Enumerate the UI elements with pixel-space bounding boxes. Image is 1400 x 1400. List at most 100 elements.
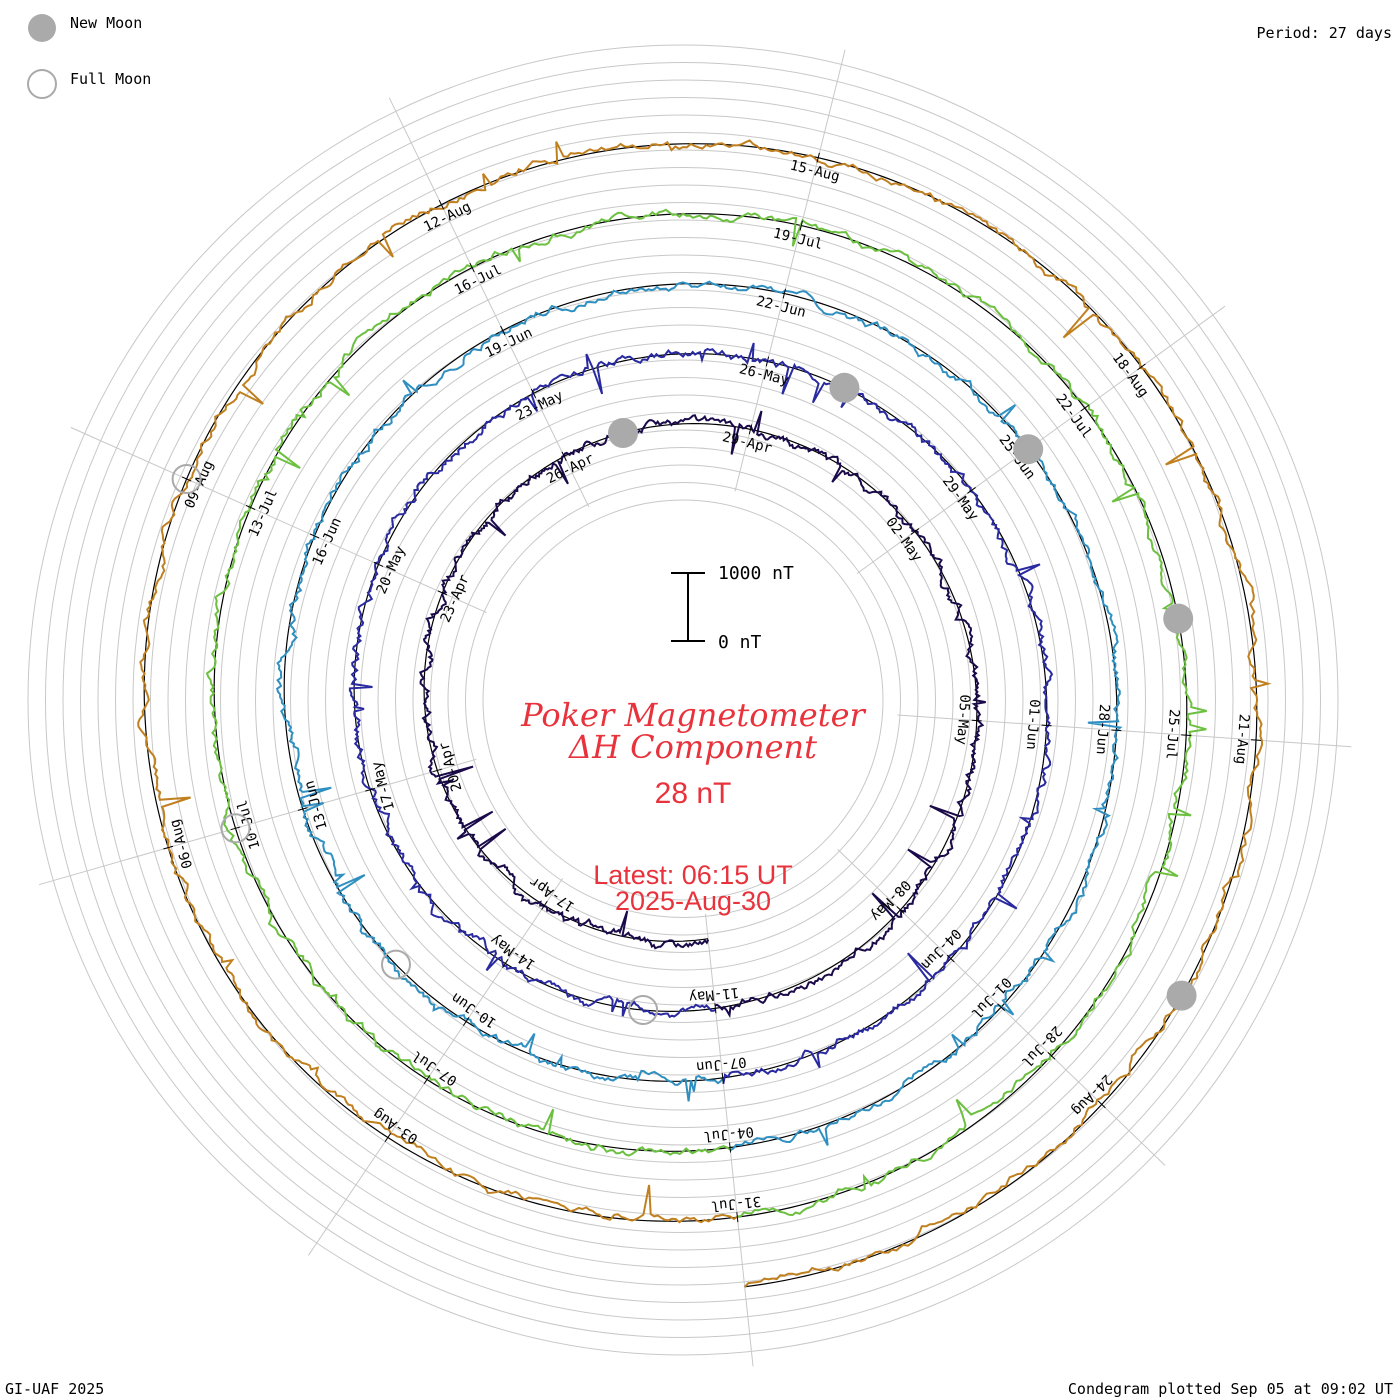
date-label-text: 01-Jun (1023, 699, 1042, 751)
date-label-text: 03-Aug (370, 1105, 421, 1147)
grid-ring (465, 482, 901, 918)
date-label-text: 07-Jun (695, 1053, 747, 1074)
full-moon-legend-icon (27, 69, 57, 99)
new-moon-marker (1163, 603, 1194, 634)
grid-ring (220, 237, 1146, 1163)
trace-rotation-4 (205, 208, 1207, 1218)
date-label-text: 21-Aug (1232, 713, 1251, 765)
date-label: 25-Jul (1162, 708, 1181, 760)
date-label: 20-May (374, 544, 409, 597)
date-tick (782, 288, 787, 299)
date-tick (432, 768, 443, 773)
date-label: 22-Jul (1052, 391, 1095, 441)
date-label: 07-Jun (695, 1053, 747, 1074)
date-tick (910, 528, 920, 535)
trace-rotation-5 (137, 139, 1272, 1288)
credit-label: GI-UAF 2025 (5, 1380, 104, 1398)
date-tick (799, 220, 803, 231)
date-label: 07-Jul (409, 1047, 460, 1089)
grid-ring (430, 447, 936, 953)
date-label-text: 22-Jul (1052, 391, 1095, 441)
date-tick (437, 590, 448, 596)
date-tick (1181, 734, 1192, 737)
date-label-text: 07-Jul (409, 1047, 460, 1089)
date-label: 04-Jun (917, 925, 964, 972)
grid-ring (325, 342, 1041, 1058)
date-label: 28-Jun (1093, 704, 1112, 756)
date-tick (561, 451, 567, 462)
date-tick (541, 900, 548, 910)
full-moon-marker (171, 464, 202, 494)
rotation-baseline-3 (283, 283, 1118, 1149)
date-label: 16-Jun (310, 515, 345, 568)
new-moon-marker (1166, 980, 1197, 1011)
trace-rotation-2 (348, 342, 1054, 1085)
date-tick (309, 533, 320, 539)
grid-ring (132, 149, 1234, 1251)
date-label-text: 25-Jul (1162, 708, 1181, 760)
rotation-baselines (143, 143, 1258, 1288)
date-label: 23-May (513, 388, 565, 425)
date-tick (384, 1133, 392, 1142)
rotation-baseline-2 (353, 353, 1048, 1079)
date-tick (896, 906, 905, 914)
latest-time: Latest: 06:15 UT (593, 860, 793, 890)
scale-bar-top-label: 1000 nT (718, 563, 794, 584)
full-moon-marker (628, 995, 659, 1025)
date-label-text: 28-Jun (1093, 704, 1112, 756)
trace-rotation-3 (276, 280, 1123, 1152)
grid-ring (342, 359, 1024, 1041)
date-label-text: 05-May (953, 694, 972, 746)
date-tick (1041, 724, 1052, 727)
plotted-label: Condegram plotted Sep 05 at 09:02 UT (1068, 1380, 1393, 1398)
new-moon-legend-icon (28, 14, 56, 42)
date-label-text: 18-Aug (1109, 350, 1152, 400)
grid-ring (447, 464, 919, 936)
date-tick (502, 959, 509, 968)
date-label-text: 26-Apr (544, 451, 596, 488)
grid-ring (412, 429, 954, 971)
new-moon-legend-label: New Moon (70, 14, 142, 32)
date-tick (373, 561, 384, 567)
date-tick (1137, 363, 1146, 371)
grid-ring (482, 499, 884, 901)
grid-ring (62, 79, 1304, 1321)
grid-ring (150, 167, 1216, 1233)
date-tick (714, 1003, 717, 1014)
polar-grid (27, 44, 1339, 1356)
new-moon-marker (829, 372, 860, 403)
date-tick (438, 199, 445, 210)
grid-spoke (38, 758, 477, 886)
grid-ring (27, 44, 1339, 1356)
date-tick (946, 954, 955, 963)
date-tick (163, 845, 174, 850)
date-tick (1047, 1051, 1056, 1060)
grid-ring (167, 184, 1199, 1216)
moon-markers (171, 372, 1197, 1025)
date-label: 16-Jul (452, 262, 504, 299)
grid-ring (272, 289, 1094, 1111)
date-tick (997, 1003, 1006, 1012)
date-label-text: 01-Jul (968, 974, 1015, 1021)
date-tick (462, 1017, 470, 1026)
date-tick (971, 719, 982, 722)
date-label: 05-May (953, 694, 972, 746)
date-label-text: 04-Jul (703, 1123, 755, 1144)
date-tick (530, 388, 537, 399)
date-tick (230, 826, 241, 831)
date-label-text: 17-May (369, 759, 398, 812)
grid-ring (202, 219, 1164, 1181)
grid-spoke (307, 877, 564, 1256)
date-tick (500, 325, 506, 336)
grid-ring (255, 272, 1111, 1128)
date-label: 01-Jun (1023, 699, 1042, 751)
date-label-text: 16-Jul (452, 262, 504, 299)
new-moon-marker (608, 418, 638, 448)
date-label-text: 23-May (513, 388, 565, 425)
date-label-text: 29-May (939, 473, 982, 523)
full-moon-marker (220, 813, 251, 844)
date-label-text: 04-Jun (917, 925, 964, 972)
date-tick (816, 152, 820, 163)
date-tick (721, 1072, 724, 1083)
